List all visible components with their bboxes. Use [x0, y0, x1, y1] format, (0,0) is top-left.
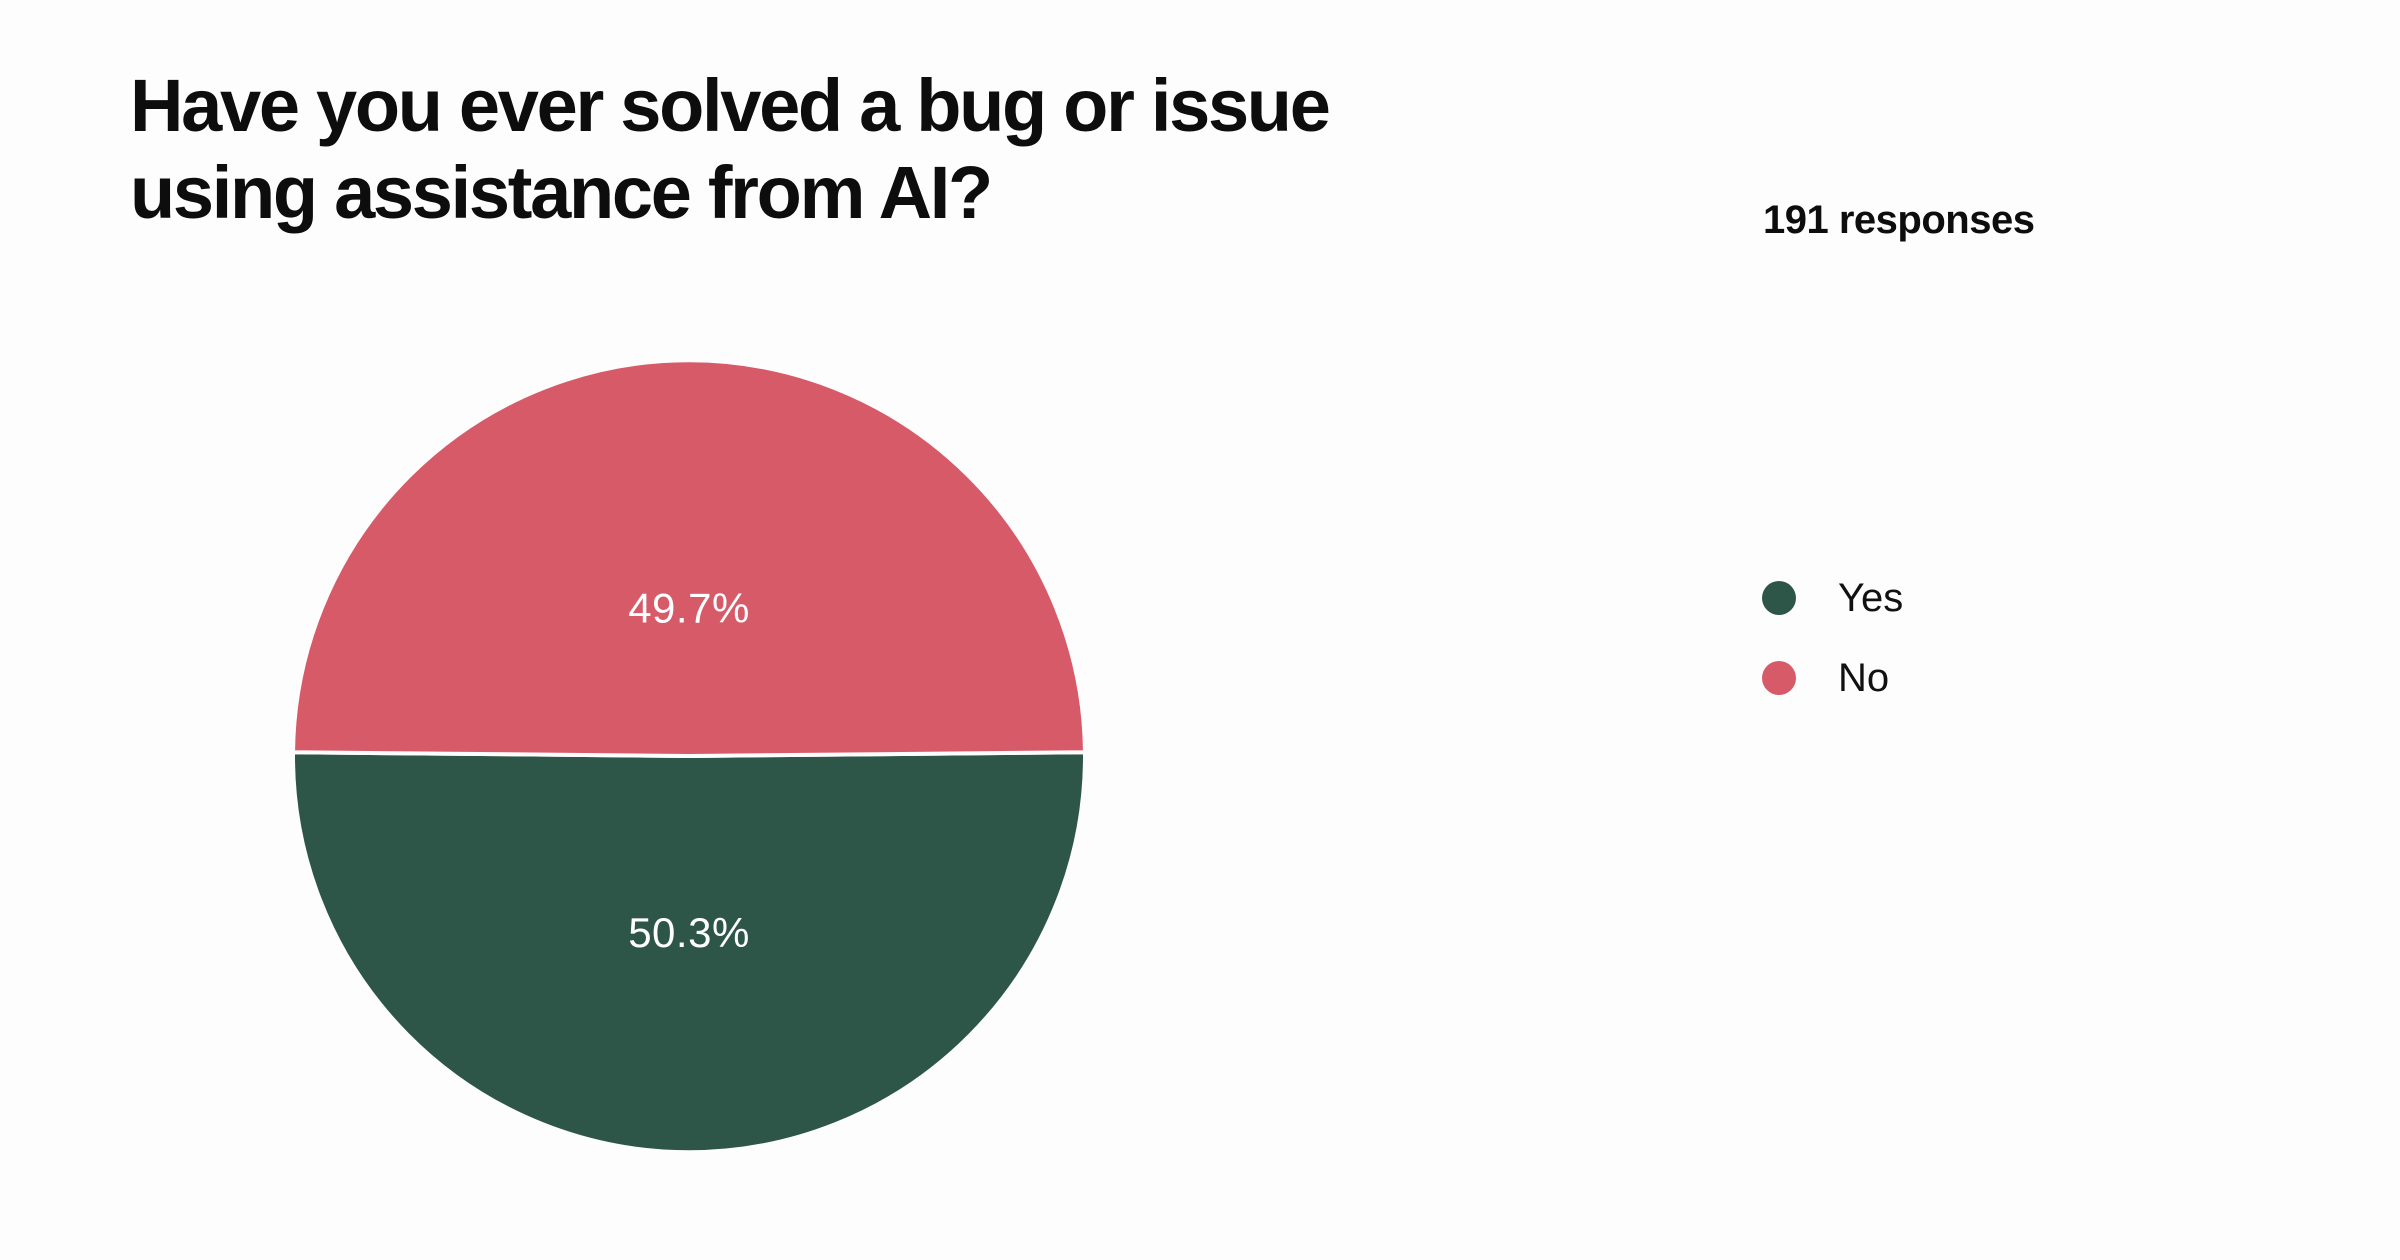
pie-slice-label-yes: 50.3% — [628, 909, 750, 956]
question-title: Have you ever solved a bug or issue usin… — [130, 64, 1331, 234]
legend-item-yes: Yes — [1762, 578, 1903, 618]
legend-label-no: No — [1838, 656, 1890, 700]
pie-slice-yes — [291, 750, 1087, 1155]
legend-swatch-no-icon — [1762, 661, 1796, 695]
legend-item-no: No — [1762, 658, 1903, 698]
pie-slice-label-no: 49.7% — [628, 584, 750, 631]
chart-legend: Yes No — [1762, 578, 1903, 698]
legend-label-yes: Yes — [1838, 576, 1904, 620]
responses-count: 191 responses — [1763, 198, 2035, 242]
pie-slice-no — [291, 358, 1087, 758]
legend-swatch-yes-icon — [1762, 581, 1796, 615]
pie-chart: 50.3% 49.7% — [291, 358, 1087, 1155]
